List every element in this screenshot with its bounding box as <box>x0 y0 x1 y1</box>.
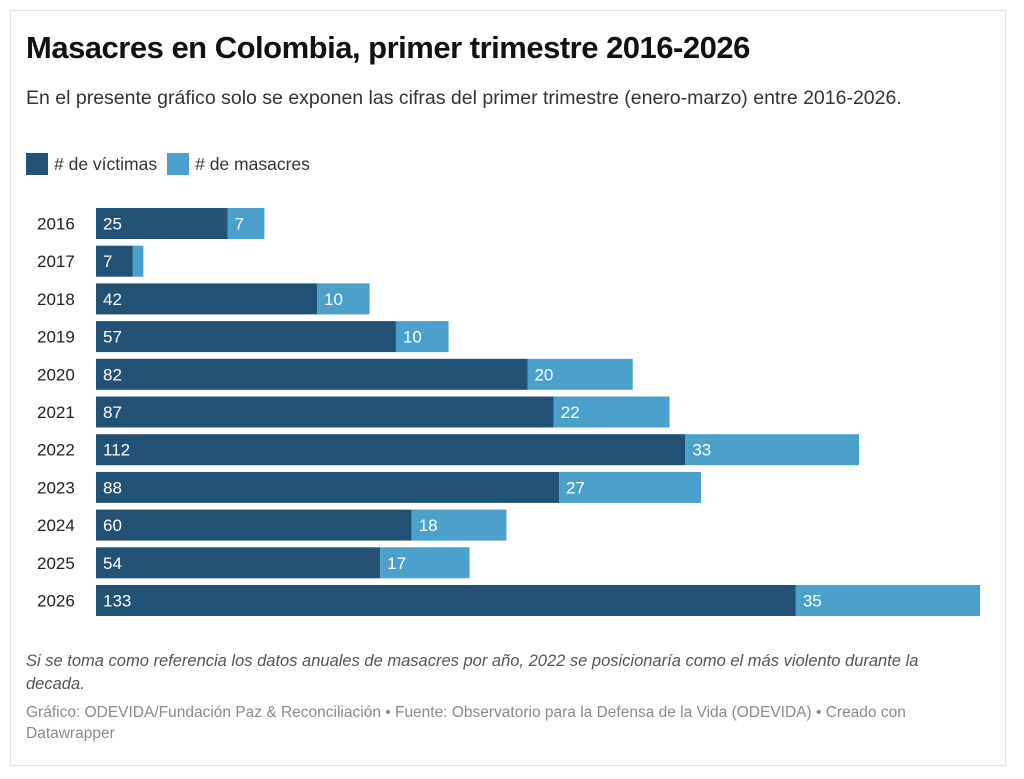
bar-row-2023: 2023 88 27 <box>37 471 702 503</box>
chart-note: Si se toma como referencia los datos anu… <box>26 652 919 693</box>
legend-item-masacres: # de masacres <box>167 153 310 175</box>
chart-footer: Gráfico: ODEVIDA/Fundación Paz & Reconci… <box>26 704 906 742</box>
bar-row-2022: 2022 112 33 <box>37 434 859 466</box>
legend: # de víctimas # de masacres <box>26 153 320 175</box>
bar-victimas <box>96 283 317 315</box>
value-label-masacres: 27 <box>566 478 585 497</box>
bar-victimas <box>96 471 560 503</box>
value-label-victimas: 57 <box>103 328 122 347</box>
value-label-masacres: 10 <box>403 328 422 347</box>
value-label-masacres: 35 <box>803 592 822 611</box>
value-label-masacres: 10 <box>324 290 343 309</box>
bar-row-2020: 2020 82 20 <box>37 358 633 390</box>
bar-victimas <box>96 585 796 616</box>
bar-row-2019: 2019 57 10 <box>37 321 449 353</box>
value-label-masacres: 20 <box>534 365 553 384</box>
bar-masacres <box>380 547 470 579</box>
bar-row-2017: 2017 7 <box>37 245 144 277</box>
bar-masacres <box>685 434 859 466</box>
legend-label-masacres: # de masacres <box>195 153 310 174</box>
legend-item-victimas: # de víctimas <box>26 153 157 175</box>
bar-masacres <box>132 245 144 277</box>
legend-swatch-masacres <box>167 153 190 175</box>
value-label-victimas: 133 <box>103 592 131 611</box>
category-label: 2026 <box>37 592 75 611</box>
value-label-masacres: 17 <box>387 554 406 573</box>
bar-masacres <box>527 358 633 390</box>
value-label-victimas: 60 <box>103 516 122 535</box>
value-label-masacres: 22 <box>561 403 580 422</box>
value-label-masacres: 33 <box>692 441 711 460</box>
category-label: 2021 <box>37 403 75 422</box>
bar-chart: 2016 25 7 2017 7 2018 42 10 2019 57 10 2020 82 20 2021… <box>37 208 980 616</box>
bar-victimas <box>96 321 396 353</box>
bar-row-2016: 2016 25 7 <box>37 208 265 239</box>
bar-row-2021: 2021 87 22 <box>37 396 670 428</box>
bar-victimas <box>96 509 412 541</box>
category-label: 2023 <box>37 478 75 497</box>
category-label: 2025 <box>37 554 75 573</box>
legend-label-victimas: # de víctimas <box>54 153 158 174</box>
category-label: 2017 <box>37 252 75 271</box>
chart-subtitle: En el presente gráfico solo se exponen l… <box>26 87 902 109</box>
bar-masacres <box>395 321 449 353</box>
category-label: 2022 <box>37 441 75 460</box>
value-label-victimas: 88 <box>103 478 122 497</box>
bar-masacres <box>411 509 507 541</box>
bar-victimas <box>96 396 554 428</box>
value-label-masacres: 18 <box>419 516 438 535</box>
bar-row-2024: 2024 60 18 <box>37 509 507 541</box>
bar-masacres <box>795 585 980 616</box>
value-label-victimas: 82 <box>103 365 122 384</box>
value-label-victimas: 54 <box>103 554 122 573</box>
value-label-victimas: 87 <box>103 403 122 422</box>
value-label-victimas: 7 <box>103 252 112 271</box>
bar-row-2018: 2018 42 10 <box>37 283 370 315</box>
bar-row-2026: 2026 133 35 <box>37 585 980 616</box>
category-label: 2016 <box>37 215 75 234</box>
category-label: 2018 <box>37 290 75 309</box>
legend-swatch-victimas <box>26 153 48 175</box>
bar-victimas <box>96 434 686 466</box>
bar-masacres <box>553 396 670 428</box>
category-label: 2024 <box>37 516 75 535</box>
bar-masacres <box>227 208 265 239</box>
value-label-victimas: 42 <box>103 290 122 309</box>
bar-row-2025: 2025 54 17 <box>37 547 470 579</box>
bar-victimas <box>96 547 381 579</box>
bar-victimas <box>96 358 528 390</box>
bar-masacres <box>317 283 370 315</box>
value-label-victimas: 112 <box>103 441 130 460</box>
bar-masacres <box>559 471 702 503</box>
bar-victimas <box>96 245 133 277</box>
category-label: 2019 <box>37 328 75 347</box>
bar-victimas <box>96 208 228 239</box>
chart-title: Masacres en Colombia, primer trimestre 2… <box>26 30 750 65</box>
value-label-masacres: 7 <box>235 215 244 234</box>
value-label-victimas: 25 <box>103 215 122 234</box>
category-label: 2020 <box>37 365 75 384</box>
